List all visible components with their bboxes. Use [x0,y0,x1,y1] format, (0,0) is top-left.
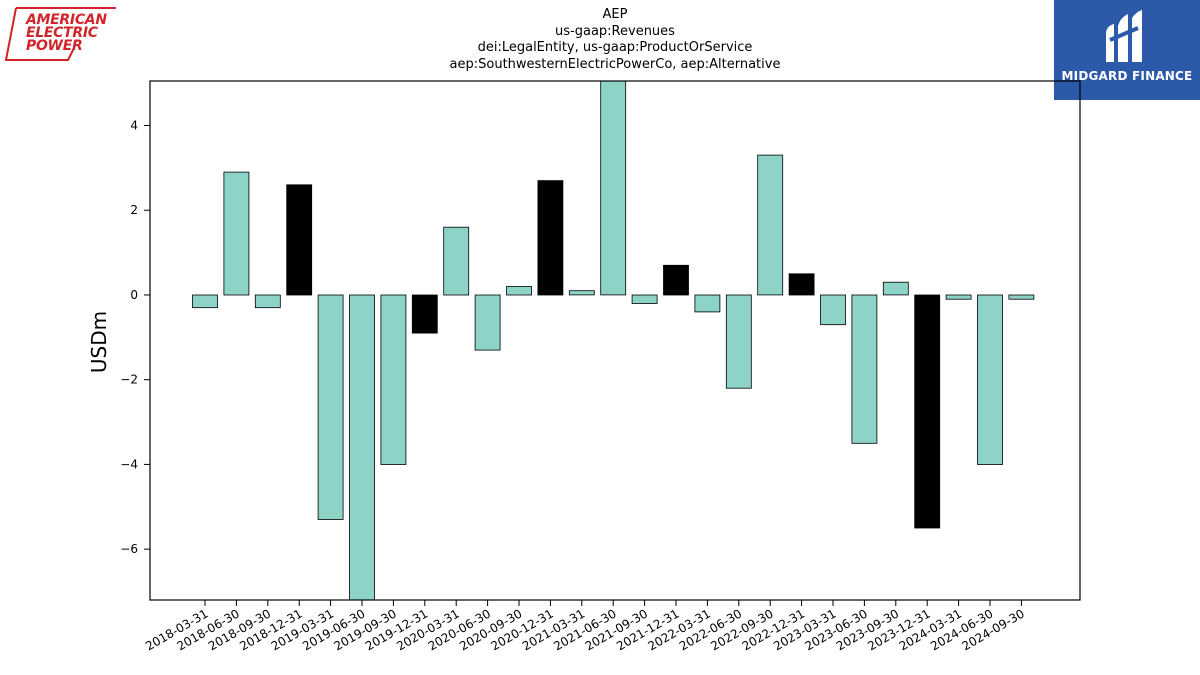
bar-2023-09-30 [882,281,909,296]
bar-2022-09-30 [757,154,784,296]
bar-2020-09-30 [506,286,532,296]
bar-2023-12-31 [914,294,941,529]
bar-2024-09-30 [1008,294,1035,300]
bar-2018-03-31 [192,294,218,309]
bar-2024-06-30 [977,294,1003,465]
bar-2023-06-30 [851,294,878,444]
y-tick-label: −6 [120,542,138,556]
chart-title-line-4: aep:SouthwesternElectricPowerCo, aep:Alt… [449,57,781,72]
y-tick-label: 2 [130,203,138,217]
bar-2020-03-31 [443,226,470,296]
bar-2021-09-30 [631,294,658,304]
bar-2018-09-30 [254,294,281,309]
bar-2018-12-31 [286,184,313,296]
bar-2020-06-30 [474,294,501,351]
bar-2019-06-30 [349,294,375,600]
chart-title-line-1: AEP [602,7,628,22]
bar-2021-12-31 [663,264,689,296]
bar-2018-06-30 [223,171,250,296]
aep-logo: AMERICAN ELECTRIC POWER [4,4,120,64]
aep-logo-word-1: AMERICAN [26,12,107,28]
plot-frame [149,80,1081,601]
aep-logo-frame [4,7,116,61]
bar-2019-03-31 [317,294,344,520]
bar-2022-03-31 [694,294,721,313]
bar-2019-12-31 [411,294,438,334]
midgard-finance-wordmark: MIDGARD FINANCE [1061,69,1193,83]
bar-2024-03-31 [945,294,972,300]
y-tick-label: 0 [130,288,138,302]
bar-2020-12-31 [537,180,564,296]
midgard-finance-logo: MIDGARD FINANCE [1054,0,1200,100]
chart-title-line-3: dei:LegalEntity, us-gaap:ProductOrServic… [477,40,753,55]
chart-title-line-2: us-gaap:Revenues [555,24,675,39]
bar-2022-06-30 [725,294,752,389]
bar-2021-03-31 [568,290,595,296]
midgard-emblem-icon [1106,10,1142,62]
aep-logo-word-3: POWER [26,38,83,54]
bar-2023-03-31 [820,294,846,326]
y-tick-label: 4 [130,118,138,132]
bar-2022-12-31 [788,273,815,296]
aep-logo-word-2: ELECTRIC [26,25,98,41]
y-tick-label: −4 [120,457,138,471]
bar-2019-09-30 [380,294,407,465]
y-tick-label: −2 [120,373,138,387]
y-axis-label: USDm [87,311,111,373]
bar-2021-06-30 [600,81,627,296]
